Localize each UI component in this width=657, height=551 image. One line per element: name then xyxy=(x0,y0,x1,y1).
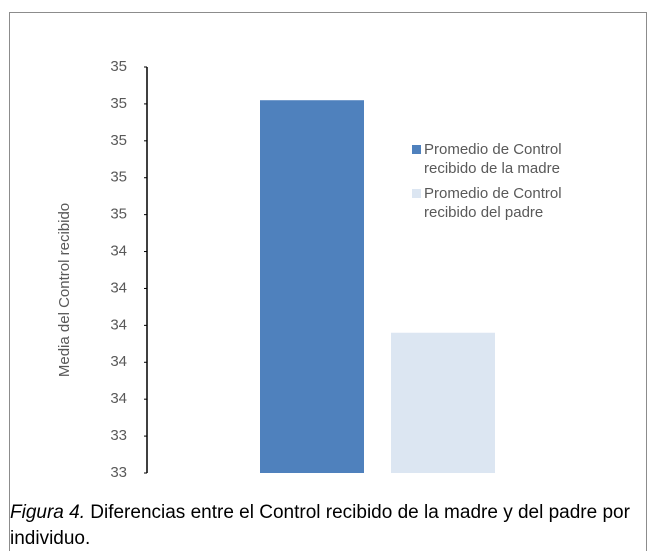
caption-text: Diferencias entre el Control recibido de… xyxy=(10,502,630,549)
chart-frame xyxy=(9,12,647,551)
y-axis-title: Media del Control recibido xyxy=(56,203,73,377)
y-tick-label: 33 xyxy=(110,464,127,481)
y-tick-label: 34 xyxy=(110,353,127,370)
legend-entry: Promedio de Control recibido del padre xyxy=(412,184,604,222)
y-tick-label: 35 xyxy=(110,58,127,75)
y-tick-label: 34 xyxy=(110,390,127,407)
y-tick-label: 35 xyxy=(110,169,127,186)
legend-swatch xyxy=(412,189,421,198)
bar xyxy=(260,100,364,473)
legend-swatch xyxy=(412,145,421,154)
legend-label: Promedio de Control recibido del padre xyxy=(424,185,562,221)
y-tick-label: 34 xyxy=(110,316,127,333)
legend-entry: Promedio de Control recibido de la madre xyxy=(412,140,604,178)
y-tick-label: 35 xyxy=(110,132,127,149)
bar xyxy=(391,332,495,473)
legend-label: Promedio de Control recibido de la madre xyxy=(424,141,562,177)
y-tick-label: 34 xyxy=(110,243,127,260)
legend: Promedio de Control recibido de la madre… xyxy=(412,140,612,228)
y-tick-label: 35 xyxy=(110,206,127,223)
y-tick-label: 35 xyxy=(110,95,127,112)
y-tick-label: 33 xyxy=(110,427,127,444)
caption: Figura 4. Diferencias entre el Control r… xyxy=(10,500,650,551)
y-tick-label: 34 xyxy=(110,279,127,296)
caption-label: Figura 4. xyxy=(10,502,85,523)
